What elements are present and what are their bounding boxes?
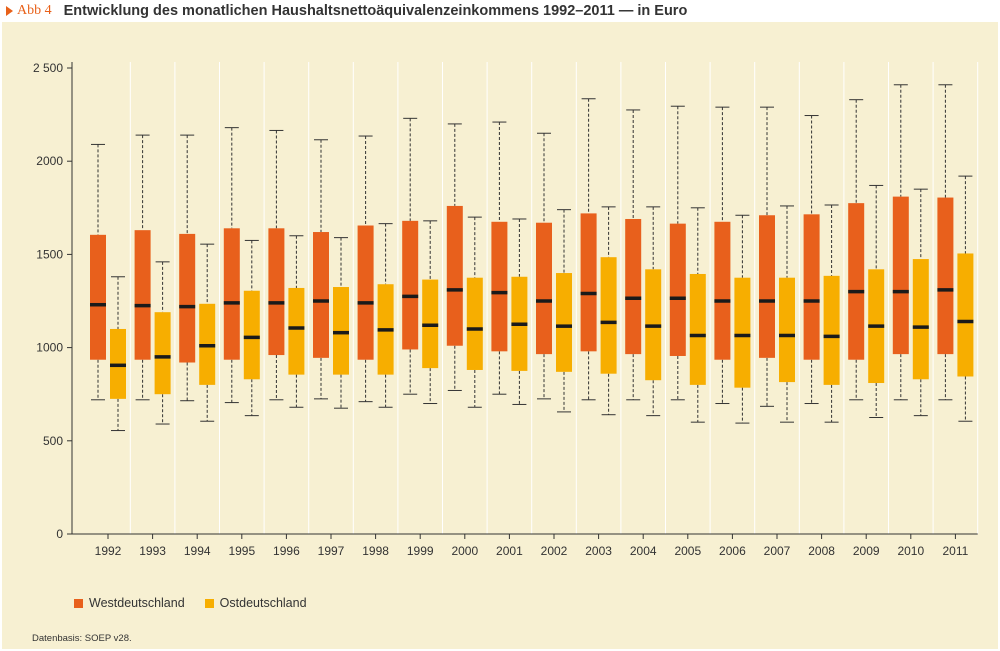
legend-item-east: Ostdeutschland	[204, 596, 307, 610]
triangle-marker-icon	[6, 6, 13, 16]
box-west	[892, 196, 909, 355]
data-source-note: Datenbasis: SOEP v28.	[32, 633, 132, 644]
box-west	[402, 220, 419, 350]
x-tick-label: 1992	[95, 544, 122, 558]
figure-header: Abb 4 Entwicklung des monatlichen Hausha…	[0, 0, 1000, 22]
box-west	[714, 221, 731, 360]
legend-swatch-west	[74, 598, 83, 608]
box-east	[957, 253, 974, 377]
x-tick-label: 2001	[496, 544, 523, 558]
box-east	[333, 287, 349, 375]
box-east	[600, 257, 617, 374]
legend: Westdeutschland Ostdeutschland	[74, 596, 327, 610]
legend-item-west: Westdeutschland	[74, 596, 185, 610]
box-west	[536, 222, 552, 355]
box-west	[179, 233, 196, 363]
box-east	[556, 273, 572, 372]
legend-label-west: Westdeutschland	[89, 596, 185, 610]
box-west	[223, 228, 240, 360]
x-tick-label: 2007	[764, 544, 791, 558]
x-tick-label: 1999	[407, 544, 434, 558]
y-tick-label: 0	[56, 527, 63, 541]
box-east	[288, 287, 305, 375]
y-tick-label: 500	[43, 434, 63, 448]
x-tick-label: 2008	[808, 544, 835, 558]
box-west	[357, 225, 374, 360]
box-west	[268, 228, 285, 356]
box-east	[466, 277, 483, 370]
x-tick-label: 1993	[139, 544, 166, 558]
box-west	[580, 213, 597, 352]
box-west	[848, 203, 865, 360]
box-west	[669, 223, 686, 356]
box-west	[803, 214, 820, 360]
box-west	[134, 230, 151, 360]
y-tick-label: 2 500	[33, 61, 63, 75]
x-tick-label: 2002	[541, 544, 568, 558]
boxplot-chart: 0 500 1000 1500 2000 2 500 1992 1993 1994 1995 199…	[33, 61, 979, 558]
box-east	[779, 277, 795, 383]
x-tick-label: 2011	[942, 544, 968, 558]
box-west	[90, 234, 106, 360]
x-tick-label: 2003	[585, 544, 612, 558]
y-tick-label: 1000	[36, 341, 63, 355]
box-east	[689, 273, 706, 385]
legend-label-east: Ostdeutschland	[219, 596, 307, 610]
y-tick-label: 1500	[36, 247, 63, 261]
x-tick-label: 2010	[897, 544, 924, 558]
box-east	[243, 290, 260, 380]
box-west	[937, 197, 954, 355]
box-east	[154, 312, 171, 395]
x-tick-label: 1997	[318, 544, 345, 558]
figure-title: Entwicklung des monatlichen Haushaltsnet…	[63, 3, 688, 19]
x-tick-label: 1998	[362, 544, 389, 558]
x-tick-label: 2009	[853, 544, 880, 558]
x-tick-label: 1996	[273, 544, 300, 558]
legend-swatch-east	[204, 598, 214, 608]
box-east	[823, 275, 840, 385]
x-tick-label: 2004	[630, 544, 657, 558]
box-west	[491, 221, 508, 352]
x-tick-label: 2005	[674, 544, 701, 558]
box-west	[313, 232, 329, 358]
box-east	[734, 277, 751, 388]
box-east	[912, 259, 929, 380]
x-tick-label: 2000	[451, 544, 478, 558]
box-west	[446, 205, 463, 346]
figure-label: Abb 4	[17, 3, 52, 18]
x-tick-label: 1994	[184, 544, 211, 558]
box-west	[625, 218, 642, 355]
y-tick-label: 2000	[36, 154, 63, 168]
x-tick-label: 2006	[719, 544, 746, 558]
x-tick-label: 1995	[228, 544, 255, 558]
box-west	[759, 215, 775, 358]
chart-panel: 0 500 1000 1500 2000 2 500 1992 1993 1994 1995 199…	[2, 22, 998, 649]
